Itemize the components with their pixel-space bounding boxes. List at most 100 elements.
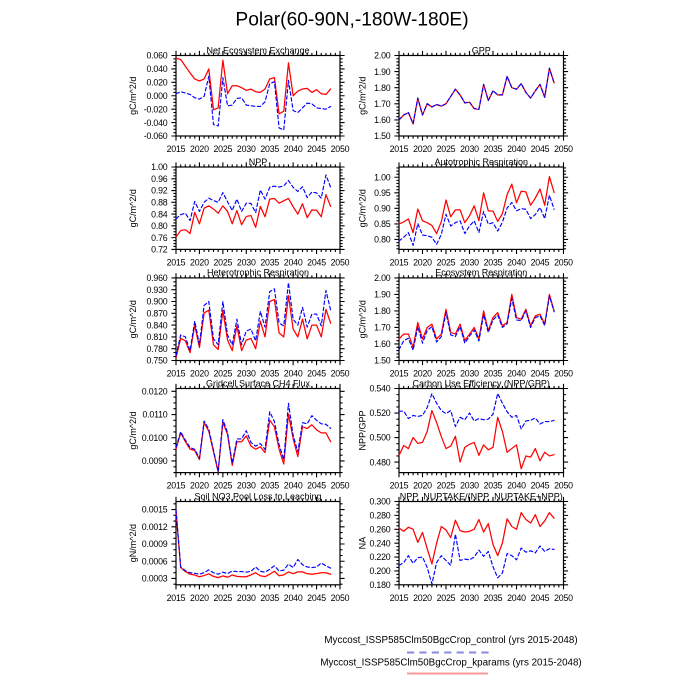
plot-frame [175, 500, 341, 586]
x-tick-label: 2045 [531, 369, 550, 379]
axis-ticks [171, 273, 345, 366]
x-tick-label: 2045 [531, 144, 550, 154]
y-tick-label: 0.0009 [142, 539, 168, 549]
axis-ticks [171, 383, 345, 478]
series-control [175, 75, 332, 131]
series-kparams [398, 293, 555, 348]
y-tick-label: 0.90 [374, 204, 391, 214]
axis-ticks [394, 50, 569, 141]
y-tick-label: 0.280 [369, 511, 390, 521]
x-tick-label: 2025 [213, 481, 232, 491]
chart-grid: 2015 2020 2025 2030 2035 2040 2045 2050 -0.060 -0… [128, 45, 574, 603]
x-tick-label: 2050 [331, 593, 350, 603]
x-tick-label: 2030 [237, 369, 256, 379]
y-tick-label: 0.0120 [142, 386, 168, 396]
panel-title: Ecosystem Respiration [435, 268, 527, 278]
y-axis-label: NA [358, 537, 368, 550]
x-tick-label: 2045 [531, 593, 550, 603]
x-tick-label: 2015 [390, 481, 409, 491]
chart-panel-9: 2015 2020 2025 2030 2035 2040 2045 2050 0.180 0.2… [358, 491, 574, 603]
x-tick-label: 2020 [413, 369, 432, 379]
y-tick-label: 0.960 [146, 273, 167, 283]
y-tick-label: 1.60 [374, 339, 391, 349]
y-tick-label: 1.80 [374, 306, 391, 316]
x-tick-label: 2030 [460, 144, 479, 154]
x-tick-label: 2030 [237, 593, 256, 603]
y-tick-label: 0.810 [146, 332, 167, 342]
x-tick-label: 2045 [531, 257, 550, 267]
x-tick-label: 2025 [437, 144, 456, 154]
x-tick-label: 2015 [390, 369, 409, 379]
series-kparams [398, 67, 555, 125]
y-tick-label: 0.520 [369, 408, 390, 418]
y-tick-label: 0.870 [146, 309, 167, 319]
y-tick-label: 0.750 [146, 356, 167, 366]
x-tick-label: 2020 [190, 144, 209, 154]
x-tick-label: 2035 [260, 369, 279, 379]
chart-panel-3: 2015 2020 2025 2030 2035 2040 2045 2050 0.80 0.85… [358, 157, 574, 268]
y-tick-label: 0.840 [146, 320, 167, 330]
series-control [398, 392, 555, 430]
y-tick-label: 2.00 [374, 273, 391, 283]
panel-title: Carbon Use Efficiency (NPP/GPP) [413, 378, 550, 388]
y-tick-label: 0.88 [151, 198, 168, 208]
y-tick-label: 1.90 [374, 67, 391, 77]
x-tick-label: 2030 [237, 144, 256, 154]
x-tick-label: 2050 [554, 257, 573, 267]
axis-ticks [394, 162, 569, 254]
x-tick-label: 2035 [484, 257, 503, 267]
y-axis-label: gC/m^2/d [128, 189, 138, 227]
x-tick-label: 2050 [331, 369, 350, 379]
series-control [175, 402, 332, 473]
x-tick-label: 2015 [167, 257, 186, 267]
y-tick-label: 0.80 [374, 235, 391, 245]
x-tick-label: 2020 [190, 369, 209, 379]
plot-frame [175, 387, 341, 474]
legend-label-control: Myccost_ISSP585Clm50BgcCrop_control (yrs… [324, 635, 577, 646]
y-tick-label: 0.780 [146, 344, 167, 354]
plot-frame [175, 54, 341, 137]
y-axis-label: gC/m^2/d [358, 189, 368, 227]
x-tick-label: 2040 [284, 369, 303, 379]
y-tick-label: 0.260 [369, 524, 390, 534]
x-tick-label: 2020 [413, 144, 432, 154]
x-tick-label: 2030 [460, 481, 479, 491]
y-tick-label: 1.70 [374, 323, 391, 333]
x-tick-label: 2045 [307, 144, 326, 154]
x-tick-label: 2020 [190, 481, 209, 491]
y-tick-label: 0.180 [369, 580, 390, 590]
y-tick-label: 1.50 [374, 131, 391, 141]
x-tick-label: 2035 [260, 593, 279, 603]
x-tick-label: 2040 [284, 144, 303, 154]
y-axis-label: gC/m^2/d [358, 300, 368, 338]
y-tick-label: 0.0003 [142, 574, 168, 584]
panel-title: Heterotrophic Respiration [207, 268, 309, 278]
x-tick-label: 2050 [554, 369, 573, 379]
x-tick-label: 2020 [413, 593, 432, 603]
x-tick-label: 2025 [213, 369, 232, 379]
x-tick-label: 2025 [213, 257, 232, 267]
x-tick-label: 2015 [167, 593, 186, 603]
series-kparams [175, 57, 332, 115]
y-tick-label: 0.0012 [142, 522, 168, 532]
y-tick-label: 0.900 [146, 297, 167, 307]
y-axis-label: gC/m^2/d [358, 77, 368, 115]
axis-ticks [171, 162, 345, 254]
y-tick-label: 0.80 [151, 221, 168, 231]
y-tick-label: -0.020 [144, 104, 168, 114]
y-tick-label: 0.240 [369, 538, 390, 548]
plot-frame [398, 277, 565, 362]
axis-ticks [394, 273, 569, 366]
x-tick-label: 2050 [554, 144, 573, 154]
x-tick-label: 2040 [507, 369, 526, 379]
y-tick-label: 0.76 [151, 233, 168, 243]
y-tick-label: 0.95 [374, 188, 391, 198]
x-tick-label: 2040 [284, 593, 303, 603]
y-tick-label: 1.00 [374, 172, 391, 182]
y-tick-label: 1.60 [374, 115, 391, 125]
x-tick-label: 2050 [554, 481, 573, 491]
x-tick-label: 2045 [307, 257, 326, 267]
x-tick-label: 2035 [484, 369, 503, 379]
